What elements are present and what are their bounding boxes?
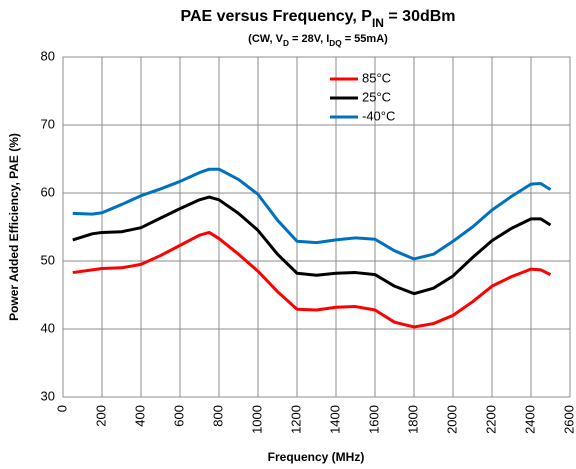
y-tick-label: 60 (41, 184, 55, 199)
x-tick-label: 800 (210, 405, 225, 427)
x-tick-label: 1800 (405, 405, 420, 434)
series-line (72, 195, 552, 296)
x-tick-label: 2400 (522, 405, 537, 434)
x-tick-label: 2200 (483, 405, 498, 434)
legend-label: -40°C (362, 108, 395, 123)
x-tick-label: 2600 (561, 405, 576, 434)
x-tick-label: 400 (132, 405, 147, 427)
legend-label: 85°C (362, 70, 391, 85)
y-tick-label: 80 (41, 48, 55, 63)
subtitle-part: DQ (329, 39, 342, 48)
subtitle-part: D (283, 39, 289, 48)
x-tick-label: 1200 (288, 405, 303, 434)
y-tick-label: 50 (41, 252, 55, 267)
x-tick-label: 1000 (249, 405, 264, 434)
y-tick-label: 40 (41, 320, 55, 335)
x-tick-label: 2000 (444, 405, 459, 434)
title-part: PAE versus Frequency, P (180, 8, 372, 25)
x-tick-label: 200 (93, 405, 108, 427)
subtitle-part: = 55mA) (342, 33, 388, 45)
x-axis-label: Frequency (MHz) (268, 450, 365, 464)
series-line (72, 230, 552, 329)
chart-subtitle: (CW, VD = 28V, IDQ = 55mA) (248, 33, 388, 48)
plot-frame (62, 56, 571, 398)
title-part: IN (372, 16, 384, 30)
x-tick-label: 1400 (327, 405, 342, 434)
subtitle-part: = 28V, I (289, 33, 329, 45)
y-tick-label: 30 (41, 388, 55, 403)
chart-title: PAE versus Frequency, PIN = 30dBm (180, 8, 455, 30)
subtitle-part: (CW, V (248, 33, 283, 45)
title-part: = 30dBm (384, 8, 456, 25)
y-axis-label: Power Added Efficiency, PAE (%) (7, 133, 21, 321)
x-tick-label: 0 (54, 405, 69, 412)
legend-label: 25°C (362, 89, 391, 104)
x-tick-label: 1600 (366, 405, 381, 434)
y-tick-label: 70 (41, 116, 55, 131)
series-line (72, 167, 552, 261)
x-tick-label: 600 (171, 405, 186, 427)
